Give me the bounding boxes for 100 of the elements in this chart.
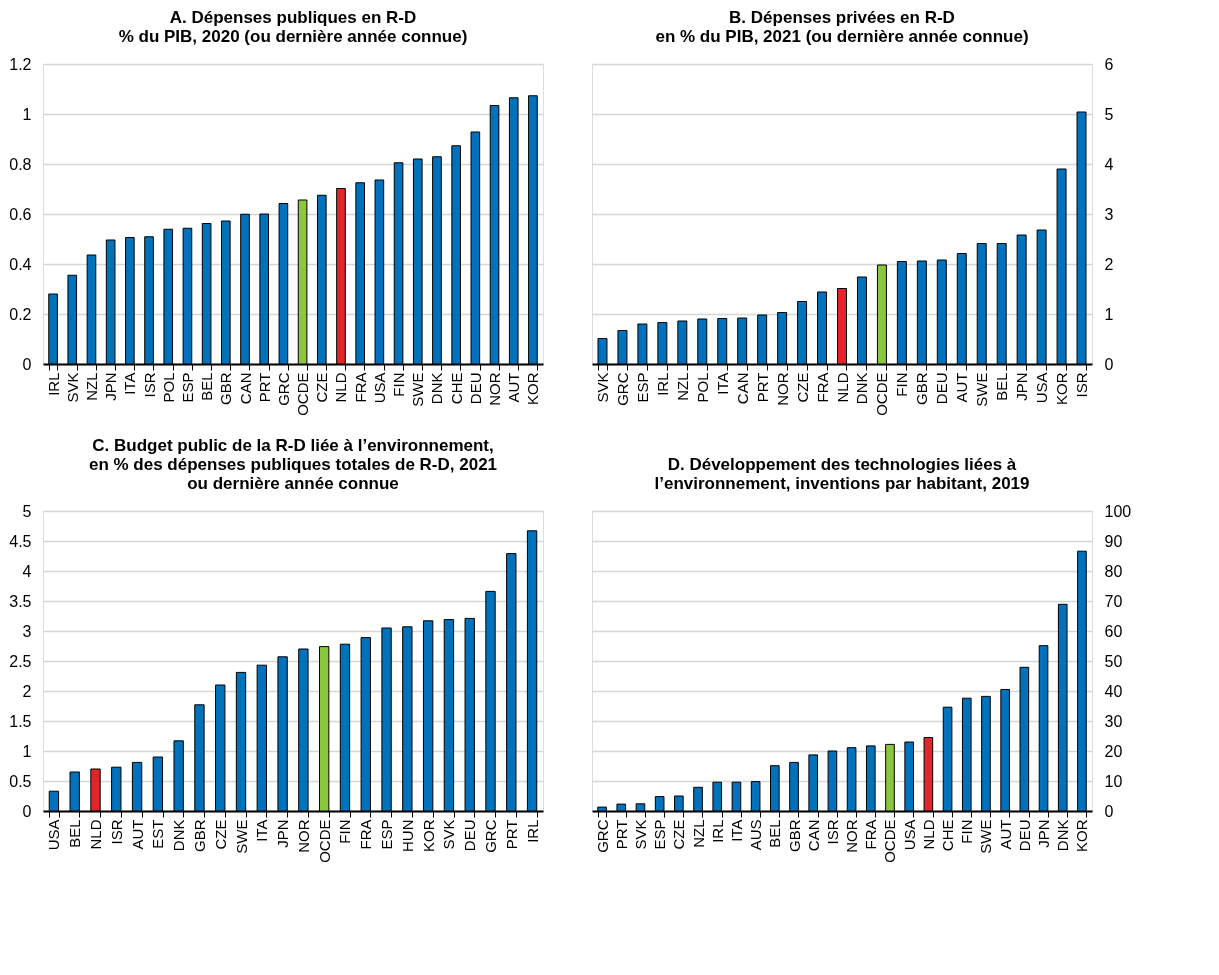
x-tick-label: FRA xyxy=(862,819,880,850)
x-tick-label: ITA xyxy=(253,819,271,842)
x-tick-label: FRA xyxy=(357,819,375,850)
x-tick-label: GBR xyxy=(913,372,931,406)
y2-tick-label: 50 xyxy=(1104,652,1123,670)
x-tick-label: SWE xyxy=(232,819,250,854)
x-tick-label: ITA xyxy=(121,372,139,395)
x-tick-label: SWE xyxy=(973,372,991,407)
y2-tick-label: 2 xyxy=(1104,255,1114,273)
y-tick-label: 3.5 xyxy=(9,592,32,610)
x-tick-label: AUT xyxy=(128,819,146,850)
x-tick-label: POL xyxy=(159,372,177,403)
x-tick-label: FRA xyxy=(813,372,831,403)
x-tick-label: JPN xyxy=(1013,372,1031,401)
x-tick-label: NZL xyxy=(82,372,100,401)
x-tick-label: OCDE xyxy=(294,372,312,416)
y-tick-label: 0 xyxy=(22,802,32,820)
y2-tick-label: 80 xyxy=(1104,562,1123,580)
y2-tick-label: 4 xyxy=(1104,155,1114,173)
chart-title: D. Développement des technologies liées à l’environnement, inventions par habitant, 2019 xyxy=(654,455,1030,493)
x-tick-label: GRC xyxy=(482,819,500,853)
x-tick-label: ISR xyxy=(823,819,841,845)
y-tick-label: 0.2 xyxy=(9,305,32,323)
x-tick-label: ESP xyxy=(178,372,196,403)
x-tick-label: AUT xyxy=(953,372,971,403)
y2-tick-label: 10 xyxy=(1104,772,1123,790)
x-tick-label: IRL xyxy=(44,372,62,396)
x-tick-label: CAN xyxy=(236,372,254,405)
x-tick-label: FIN xyxy=(390,372,408,397)
x-tick-label: POL xyxy=(693,372,711,403)
y-tick-label: 0 xyxy=(22,355,32,373)
x-tick-label: HUN xyxy=(398,819,416,852)
y-tick-label: 1 xyxy=(22,105,32,123)
y-tick-label: 0.6 xyxy=(9,205,32,223)
x-tick-label: PRT xyxy=(612,819,630,850)
x-tick-label: ISR xyxy=(1073,372,1091,398)
x-tick-label: IRL xyxy=(708,819,726,843)
chart-title: A. Dépenses publiques en R-D % du PIB, 2020 (ou dernière année connue) xyxy=(118,8,468,46)
x-tick-label: GRC xyxy=(593,819,611,853)
x-tick-label: IRL xyxy=(523,819,541,843)
x-tick-label: AUT xyxy=(505,372,523,403)
y-tick-label: 1.5 xyxy=(9,712,32,730)
x-tick-label: GBR xyxy=(217,372,235,406)
y-tick-label: 0.8 xyxy=(9,155,32,173)
x-tick-label: EST xyxy=(149,819,167,849)
x-tick-label: BEL xyxy=(993,372,1011,401)
x-tick-label: OCDE xyxy=(873,372,891,416)
x-tick-label: CAN xyxy=(804,819,822,852)
x-tick-label: NLD xyxy=(332,372,350,403)
y2-tick-label: 5 xyxy=(1104,105,1114,123)
x-tick-label: NLD xyxy=(86,819,104,850)
x-tick-label: DEU xyxy=(461,819,479,852)
y2-tick-label: 20 xyxy=(1104,742,1123,760)
y2-tick-label: 0 xyxy=(1104,802,1114,820)
x-tick-label: PRT xyxy=(502,819,520,850)
y2-tick-label: 3 xyxy=(1104,205,1114,223)
y2-tick-label: 100 xyxy=(1104,502,1132,520)
x-tick-label: SVK xyxy=(440,819,458,850)
x-tick-label: ISR xyxy=(140,372,158,398)
x-tick-label: CAN xyxy=(733,372,751,405)
x-tick-label: KOR xyxy=(524,372,542,406)
x-tick-label: ESP xyxy=(651,819,669,850)
x-tick-label: AUT xyxy=(996,819,1014,850)
x-tick-label: NOR xyxy=(486,372,504,406)
x-tick-label: NZL xyxy=(689,819,707,848)
x-tick-label: DNK xyxy=(853,372,871,405)
x-tick-label: GRC xyxy=(613,372,631,406)
y-tick-label: 4.5 xyxy=(9,532,32,550)
y-tick-label: 2.5 xyxy=(9,652,32,670)
x-tick-label: JPN xyxy=(102,372,120,401)
x-tick-label: DEU xyxy=(1015,819,1033,852)
x-tick-label: SWE xyxy=(977,819,995,854)
x-tick-label: AUS xyxy=(747,819,765,851)
x-tick-label: CZE xyxy=(793,372,811,403)
x-tick-label: BEL xyxy=(766,819,784,848)
x-tick-label: PRT xyxy=(255,372,273,403)
y2-tick-label: 70 xyxy=(1104,592,1123,610)
x-tick-label: NLD xyxy=(919,819,937,850)
y2-tick-label: 90 xyxy=(1104,532,1123,550)
x-tick-label: JPN xyxy=(1035,819,1053,848)
x-tick-label: USA xyxy=(900,819,918,851)
x-tick-label: NOR xyxy=(843,819,861,853)
x-tick-label: NOR xyxy=(773,372,791,406)
x-tick-label: ESP xyxy=(633,372,651,403)
y2-tick-label: 0 xyxy=(1104,355,1114,373)
x-tick-label: USA xyxy=(45,819,63,851)
x-tick-label: FRA xyxy=(351,372,369,403)
chart-title: C. Budget public de la R-D liée à l’environnement, en % des dépenses publiques totales de R-D, 2021 ou dernière année connue xyxy=(88,436,498,493)
y2-tick-label: 1 xyxy=(1104,305,1114,323)
x-tick-label: KOR xyxy=(1053,372,1071,406)
y-tick-label: 2 xyxy=(22,682,32,700)
x-tick-label: CZE xyxy=(670,819,688,850)
x-tick-label: PRT xyxy=(753,372,771,403)
x-tick-label: KOR xyxy=(419,819,437,853)
x-tick-label: FIN xyxy=(958,819,976,844)
y-tick-label: 5 xyxy=(22,502,32,520)
x-tick-label: CZE xyxy=(313,372,331,403)
x-tick-label: BEL xyxy=(198,372,216,401)
x-tick-label: DEU xyxy=(933,372,951,405)
x-tick-label: JPN xyxy=(274,819,292,848)
